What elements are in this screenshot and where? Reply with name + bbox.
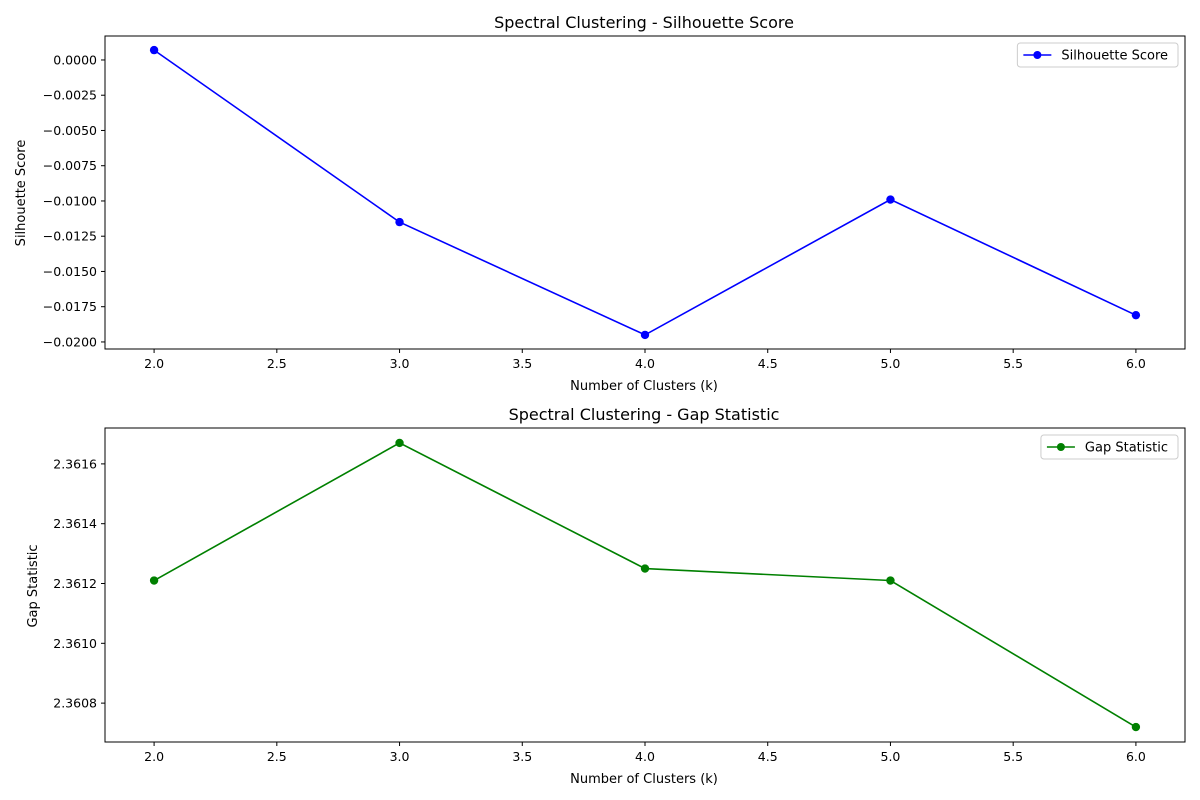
chart-title: Spectral Clustering - Gap Statistic <box>509 405 780 424</box>
data-point <box>395 438 404 448</box>
y-axis-label: Silhouette Score <box>14 140 29 247</box>
x-tick-label: 6.0 <box>1126 749 1146 764</box>
x-ticks: 2.0 2.5 3.0 3.5 4.0 4.5 5.0 5.5 6.0 <box>144 742 1146 764</box>
x-tick-label: 5.0 <box>881 749 901 764</box>
y-tick-label: 2.3610 <box>53 636 97 651</box>
chart-title: Spectral Clustering - Silhouette Score <box>494 13 794 32</box>
legend-label: Gap Statistic <box>1085 441 1168 456</box>
plot-frame <box>104 427 1186 743</box>
data-point <box>395 217 404 227</box>
series-layer <box>149 438 1141 732</box>
x-tick-label: 6.0 <box>1126 356 1146 371</box>
legend-box <box>1016 42 1179 68</box>
x-tick-label: 2.0 <box>144 749 164 764</box>
x-ticks: 2.0 2.5 3.0 3.5 4.0 4.5 5.0 5.5 6.0 <box>144 349 1146 371</box>
x-tick-label: 4.0 <box>635 356 655 371</box>
y-tick-label: 2.3616 <box>53 456 97 471</box>
y-tick-label: 0.0000 <box>53 52 97 67</box>
x-tick-label: 2.0 <box>144 356 164 371</box>
x-tick-label: 3.0 <box>390 356 410 371</box>
x-axis-label: Number of Clusters (k) <box>570 379 718 394</box>
legend-marker-swatch <box>1033 51 1042 59</box>
legend: Silhouette Score <box>1016 42 1179 68</box>
y-tick-label: −0.0175 <box>43 299 97 314</box>
y-tick-label: −0.0150 <box>43 264 97 279</box>
legend: Gap Statistic <box>1040 434 1179 460</box>
data-point <box>640 564 650 573</box>
y-tick-label: −0.0100 <box>43 193 97 208</box>
legend-marker-swatch <box>1056 443 1065 451</box>
data-point <box>149 576 159 585</box>
y-axis-label: Gap Statistic <box>26 544 41 627</box>
series-line <box>153 442 1137 728</box>
y-tick-label: −0.0125 <box>43 229 97 244</box>
legend-box <box>1040 434 1179 460</box>
y-tick-label: 2.3608 <box>53 696 97 711</box>
x-tick-label: 5.0 <box>881 356 901 371</box>
x-tick-label: 3.5 <box>512 749 532 764</box>
y-tick-label: −0.0025 <box>43 88 97 103</box>
y-ticks: 0.0000 −0.0025 −0.0050 −0.0075 −0.0100 −0.012… <box>43 52 105 349</box>
x-tick-label: 5.5 <box>1003 356 1023 371</box>
x-tick-label: 5.5 <box>1003 749 1023 764</box>
x-tick-label: 3.5 <box>512 356 532 371</box>
data-point <box>1131 722 1141 732</box>
gap-statistic-chart: Spectral Clustering - Gap Statistic Numb… <box>26 405 1186 787</box>
y-tick-label: 2.3612 <box>53 576 97 591</box>
data-point <box>149 45 159 55</box>
x-axis-label: Number of Clusters (k) <box>570 772 718 787</box>
y-tick-label: −0.0200 <box>43 334 97 349</box>
y-tick-label: −0.0075 <box>43 158 97 173</box>
series-line <box>153 49 1137 336</box>
x-tick-label: 4.0 <box>635 749 655 764</box>
x-tick-label: 2.5 <box>267 749 287 764</box>
silhouette-chart: Spectral Clustering - Silhouette Score N… <box>14 13 1186 394</box>
legend-label: Silhouette Score <box>1061 49 1168 64</box>
x-tick-label: 4.5 <box>758 356 778 371</box>
series-layer <box>149 45 1141 340</box>
data-point <box>886 576 895 585</box>
data-point <box>1131 310 1141 320</box>
x-tick-label: 2.5 <box>267 356 287 371</box>
plot-frame <box>104 35 1186 350</box>
data-point <box>640 330 650 340</box>
y-ticks: 2.3608 2.3610 2.3612 2.3614 2.3616 <box>53 456 105 711</box>
data-point <box>886 195 895 204</box>
x-tick-label: 4.5 <box>758 749 778 764</box>
y-tick-label: −0.0050 <box>43 123 97 138</box>
x-tick-label: 3.0 <box>390 749 410 764</box>
y-tick-label: 2.3614 <box>53 516 97 531</box>
